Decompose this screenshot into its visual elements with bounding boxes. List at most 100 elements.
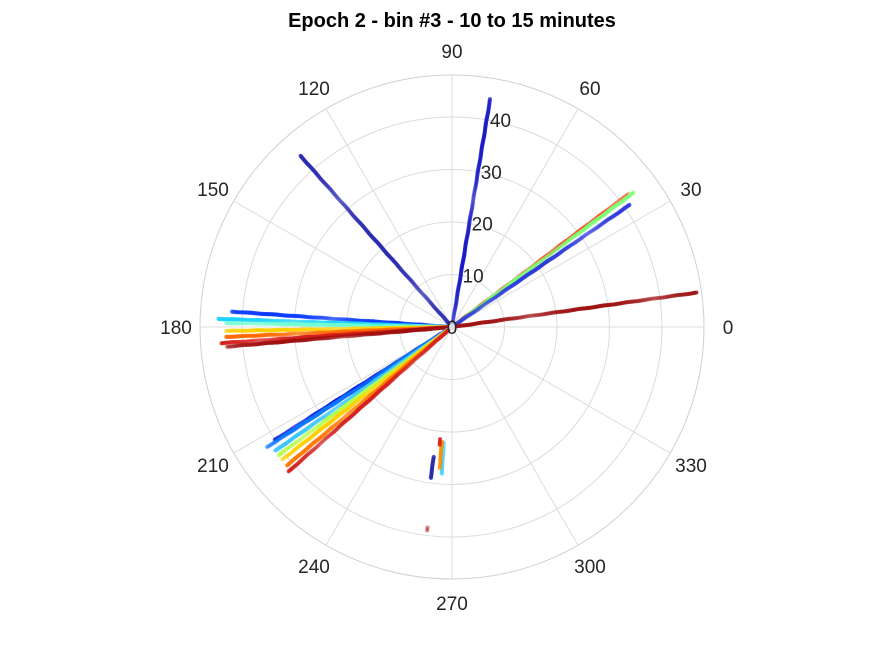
angle-label-330: 330	[675, 456, 707, 477]
data-point	[258, 338, 264, 343]
data-point	[229, 309, 235, 314]
data-point	[306, 431, 311, 436]
series-1	[298, 153, 451, 326]
data-point	[648, 296, 653, 302]
data-point	[340, 200, 345, 206]
angle-label-60: 60	[579, 79, 600, 100]
data-point	[527, 313, 532, 319]
data-point	[525, 314, 530, 319]
angle-label-270: 270	[436, 594, 468, 615]
data-point	[346, 411, 352, 416]
data-point	[364, 379, 370, 385]
data-point	[339, 199, 344, 204]
data-point	[423, 294, 428, 300]
data-point	[303, 433, 308, 438]
angle-label-150: 150	[197, 180, 229, 201]
angle-label-300: 300	[574, 557, 606, 578]
radial-label-20: 20	[472, 215, 493, 236]
data-point	[329, 316, 334, 321]
data-point	[257, 338, 262, 343]
data-point	[276, 453, 282, 458]
data-point	[342, 334, 347, 339]
data-point	[300, 331, 305, 336]
data-point	[297, 331, 302, 336]
data-point	[549, 250, 555, 255]
data-point	[337, 198, 343, 203]
data-point	[580, 234, 586, 239]
data-point	[302, 331, 307, 336]
angle-label-240: 240	[298, 557, 330, 578]
data-point	[334, 405, 339, 410]
data-point	[219, 341, 224, 346]
grid-spoke-300	[451, 326, 579, 546]
series-0	[450, 97, 493, 324]
data-point	[411, 358, 416, 364]
data-point	[340, 334, 345, 339]
data-point	[295, 331, 300, 336]
data-point	[412, 357, 417, 362]
data-point	[584, 231, 590, 237]
data-point	[332, 316, 337, 322]
data-point	[653, 296, 658, 301]
data-point	[330, 316, 335, 321]
data-point	[285, 463, 290, 468]
data-point	[528, 313, 533, 318]
data-point	[254, 321, 259, 326]
data-point	[546, 253, 551, 258]
data-point	[273, 448, 278, 453]
series-5	[455, 290, 699, 329]
data-point	[321, 438, 326, 443]
data-point	[650, 296, 655, 301]
data-point	[450, 319, 455, 324]
data-point	[451, 318, 456, 323]
series-23	[437, 439, 445, 471]
data-point	[343, 334, 349, 339]
series-layer	[216, 97, 699, 533]
data-point	[478, 305, 483, 310]
series-25	[425, 525, 430, 533]
data-point	[420, 291, 425, 296]
data-point	[646, 297, 651, 302]
data-point	[413, 356, 418, 361]
data-point	[487, 97, 493, 102]
data-point	[298, 153, 303, 159]
data-point	[471, 197, 476, 203]
data-point	[471, 196, 476, 201]
data-point	[250, 321, 255, 326]
data-point	[481, 303, 486, 308]
radial-label-30: 30	[481, 163, 502, 184]
data-point	[694, 290, 699, 295]
data-point	[307, 430, 312, 435]
data-point	[375, 382, 380, 388]
data-point	[224, 328, 229, 334]
series-4	[454, 202, 632, 327]
radial-tick-labels: 0 10 20 30 40	[447, 111, 511, 339]
angle-label-120: 120	[298, 79, 330, 100]
chart-title: Epoch 2 - bin #3 - 10 to 15 minutes	[288, 10, 616, 32]
data-point	[280, 457, 285, 462]
data-point	[298, 331, 304, 336]
data-point	[374, 384, 379, 389]
data-point	[319, 439, 325, 444]
data-point	[530, 313, 535, 318]
data-point	[523, 314, 529, 319]
data-point	[439, 471, 444, 476]
data-point	[425, 528, 430, 533]
data-point	[224, 320, 229, 326]
data-point	[255, 321, 260, 326]
series-12	[225, 325, 449, 349]
data-point	[437, 442, 442, 447]
grid-spoke-240	[325, 326, 453, 546]
data-point	[333, 316, 339, 322]
data-point	[304, 432, 309, 437]
data-point	[422, 293, 427, 298]
data-point	[264, 444, 270, 450]
series-21	[428, 454, 436, 480]
data-point	[249, 321, 254, 326]
radial-label-40: 40	[490, 111, 511, 132]
data-point	[582, 233, 587, 238]
data-point	[345, 334, 350, 339]
data-point	[470, 201, 475, 206]
